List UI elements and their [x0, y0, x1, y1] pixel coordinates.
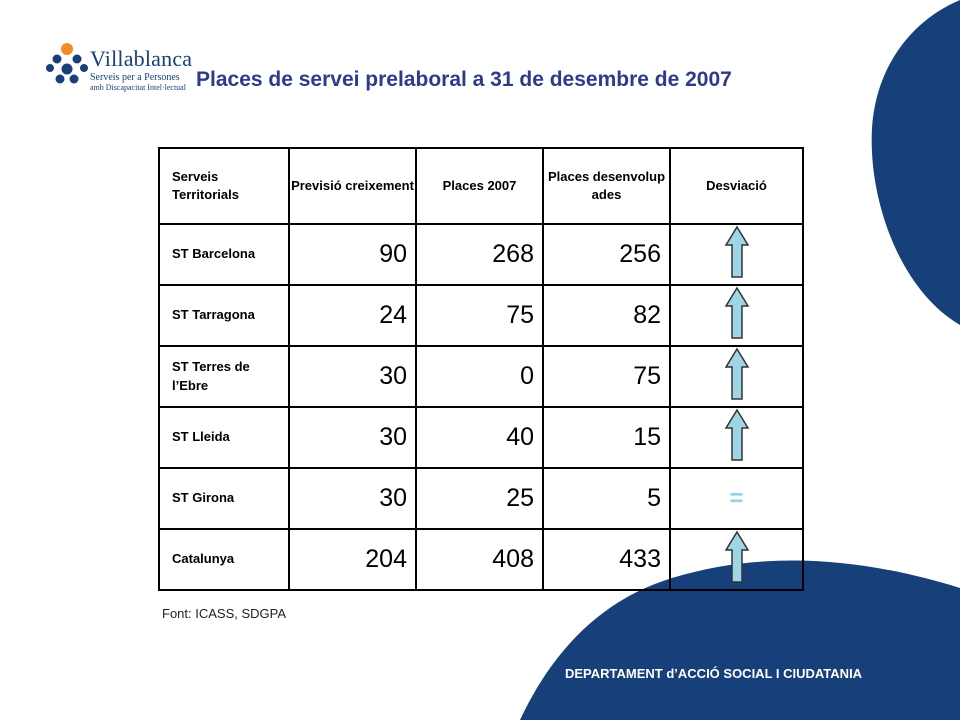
cell-previsio: 24	[288, 284, 417, 347]
cell-places-2007: 268	[415, 223, 544, 286]
cell-desenvolupades: 75	[542, 345, 671, 408]
logo-emblem-icon	[46, 43, 88, 84]
row-name: ST Girona	[158, 467, 290, 530]
cell-places-2007: 25	[415, 467, 544, 530]
table-row: ST Lleida 30 40 15	[158, 406, 804, 469]
up-arrow-icon	[724, 408, 749, 461]
cell-desenvolupades: 433	[542, 528, 671, 591]
table-row: ST Terres de l’Ebre 30 0 75	[158, 345, 804, 408]
cell-desenvolupades: 82	[542, 284, 671, 347]
cell-desviacio	[669, 284, 804, 347]
header-previsio-creixement: Previsió creixement	[288, 147, 417, 225]
table-row: Catalunya 204 408 433	[158, 528, 804, 591]
row-name: Catalunya	[158, 528, 290, 591]
header-places-desenvolupades: Places desenvolup ades	[542, 147, 671, 225]
cell-desenvolupades: 256	[542, 223, 671, 286]
cell-previsio: 30	[288, 467, 417, 530]
logo-subtitle-line1: Serveis per a Persones	[90, 72, 180, 83]
logo-name: Villablanca	[90, 46, 193, 71]
cell-previsio: 30	[288, 406, 417, 469]
cell-desviacio	[669, 528, 804, 591]
table-row: ST Barcelona 90 268 256	[158, 223, 804, 286]
source-note: Font: ICASS, SDGPA	[162, 606, 287, 621]
row-name: ST Barcelona	[158, 223, 290, 286]
cell-places-2007: 0	[415, 345, 544, 408]
row-name: ST Terres de l’Ebre	[158, 345, 290, 408]
cell-desviacio	[669, 345, 804, 408]
villablanca-logo: Villablanca Serveis per a Persones amb D…	[44, 42, 204, 92]
table-header-row: Serveis Territorials Previsió creixement…	[158, 147, 804, 225]
row-name: ST Lleida	[158, 406, 290, 469]
up-arrow-icon	[724, 286, 749, 339]
department-footer: DEPARTAMENT d’ACCIÓ SOCIAL I CIUDATANIA	[565, 666, 863, 681]
cell-previsio: 204	[288, 528, 417, 591]
cell-desviacio	[669, 406, 804, 469]
logo-subtitle-line2: amb Discapacitat Intel·lectual	[90, 83, 186, 92]
up-arrow-icon	[724, 225, 749, 278]
cell-previsio: 90	[288, 223, 417, 286]
cell-desenvolupades: 5	[542, 467, 671, 530]
up-arrow-icon	[724, 347, 749, 400]
cell-previsio: 30	[288, 345, 417, 408]
header-desviacio: Desviació	[669, 147, 804, 225]
cell-desviacio	[669, 223, 804, 286]
places-table: Serveis Territorials Previsió creixement…	[158, 147, 804, 591]
cell-desviacio: =	[669, 467, 804, 530]
cell-places-2007: 40	[415, 406, 544, 469]
header-places-2007: Places 2007	[415, 147, 544, 225]
cell-places-2007: 75	[415, 284, 544, 347]
cell-desenvolupades: 15	[542, 406, 671, 469]
cell-places-2007: 408	[415, 528, 544, 591]
equal-sign: =	[729, 484, 744, 512]
up-arrow-icon	[724, 530, 749, 583]
table-row: ST Tarragona 24 75 82	[158, 284, 804, 347]
header-serveis-territorials: Serveis Territorials	[158, 147, 290, 225]
page-title: Places de servei prelaboral a 31 de dese…	[196, 68, 732, 91]
table-row: ST Girona 30 25 5 =	[158, 467, 804, 530]
row-name: ST Tarragona	[158, 284, 290, 347]
